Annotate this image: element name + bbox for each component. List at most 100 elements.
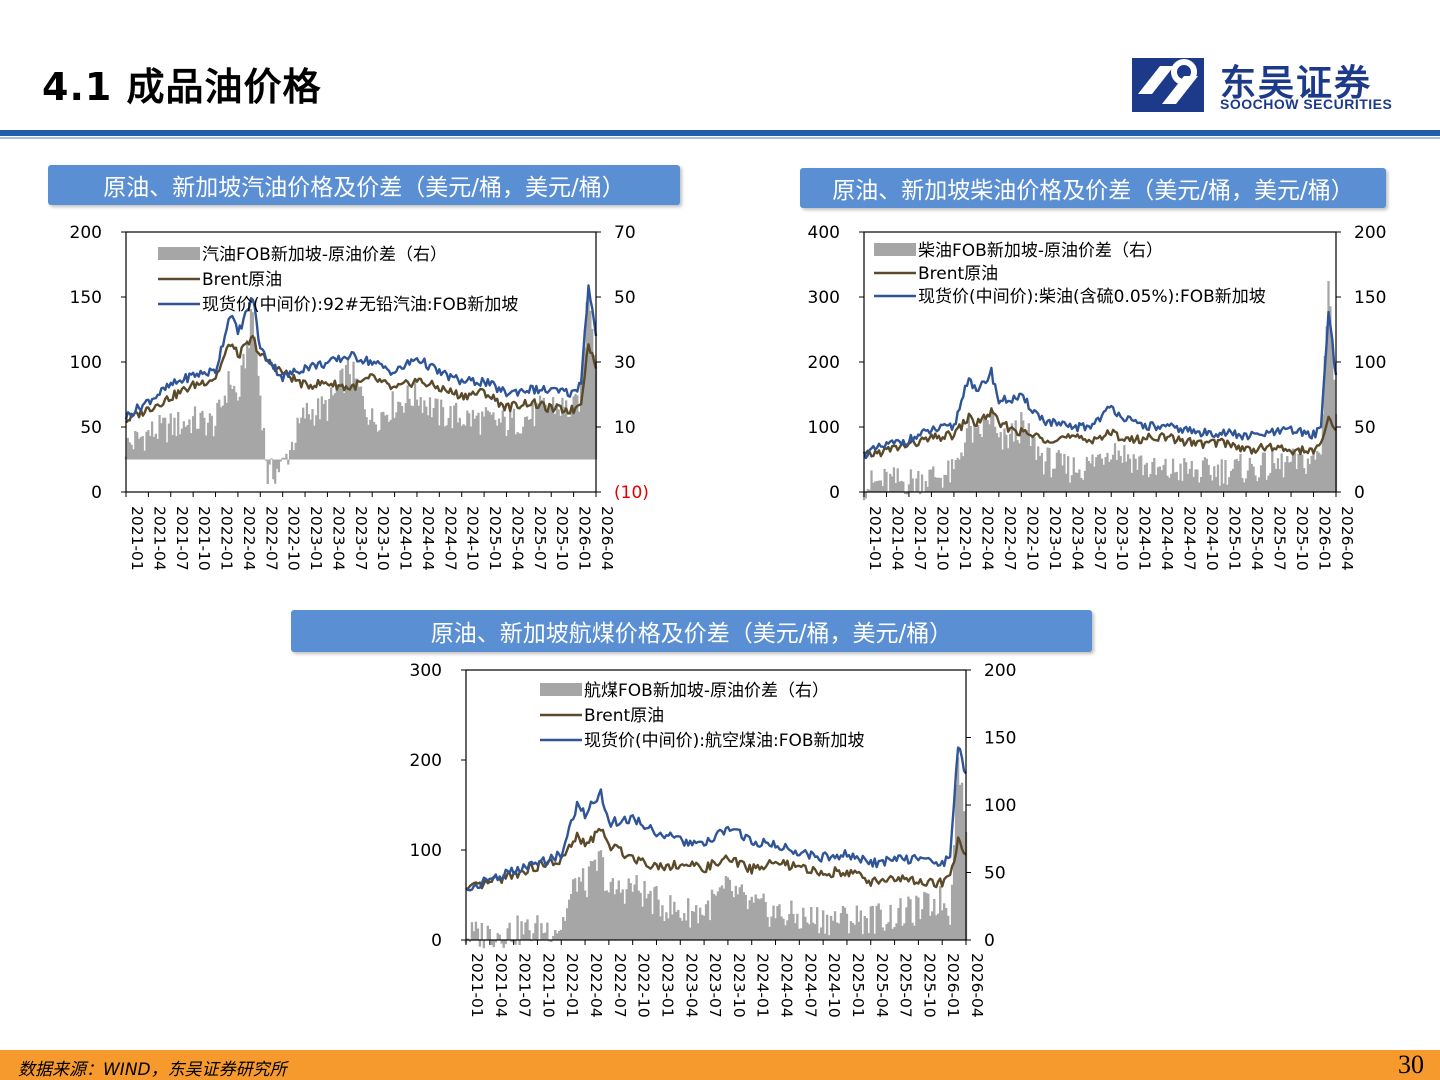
spread-bar — [1173, 472, 1177, 492]
spread-bar — [500, 940, 503, 944]
spread-bar — [466, 410, 469, 460]
spread-bar — [447, 417, 450, 460]
spread-bar — [270, 458, 273, 460]
spread-bar — [1226, 484, 1229, 492]
spread-bar — [909, 469, 912, 492]
x-tick-label: 2022-01 — [563, 953, 581, 1018]
x-tick-label: 2022-01 — [956, 506, 974, 571]
logo-chinese-name: 东吴证券 — [1220, 63, 1373, 104]
spread-bar — [251, 312, 254, 460]
spread-bar — [449, 406, 452, 460]
spread-bar — [506, 928, 509, 940]
spread-bar — [322, 403, 325, 460]
spread-bar — [657, 899, 660, 940]
spread-bar — [371, 408, 374, 460]
spread-bar — [1323, 356, 1326, 492]
spread-bar — [488, 928, 491, 940]
spread-bar — [1053, 468, 1057, 492]
spread-bar — [980, 437, 984, 492]
spread-bar — [1027, 423, 1030, 492]
spread-bar — [893, 927, 896, 940]
spread-bar — [385, 414, 389, 460]
spread-bar — [881, 927, 884, 940]
spread-bar — [568, 416, 572, 460]
spread-bar — [287, 459, 290, 465]
x-tick-label: 2021-10 — [195, 506, 213, 571]
spread-bar — [1031, 434, 1034, 492]
right-tick-label: 100 — [984, 796, 1016, 816]
spread-bar — [1010, 423, 1014, 492]
spread-bar — [934, 477, 937, 492]
spread-bar — [1143, 464, 1147, 492]
spread-bar — [451, 428, 454, 460]
spread-bar — [843, 907, 847, 940]
spread-bar — [216, 402, 219, 460]
spread-bar — [1082, 479, 1085, 492]
spread-bar — [1201, 460, 1205, 492]
x-tick-label: 2024-10 — [464, 506, 482, 571]
spread-bar — [776, 906, 779, 940]
legend-entry: 航煤FOB新加坡-原油价差（右） — [584, 681, 829, 701]
spread-bar — [341, 368, 344, 460]
spread-bar — [583, 890, 587, 940]
spread-bar — [1089, 463, 1092, 492]
spread-bar — [1005, 434, 1008, 492]
spread-bar — [603, 890, 607, 940]
x-tick-label: 2021-01 — [128, 506, 146, 571]
logo-mark-icon — [1132, 58, 1204, 112]
spread-bar — [367, 424, 370, 460]
spread-bar — [1203, 457, 1207, 492]
spread-bar — [482, 940, 486, 949]
spread-bar — [1198, 482, 1201, 492]
spread-bar — [1038, 455, 1042, 492]
spread-bar — [760, 898, 763, 940]
x-tick-label: 2023-10 — [730, 953, 748, 1018]
spread-bar — [655, 886, 658, 940]
spread-bar — [534, 923, 537, 940]
right-tick-label: 100 — [1354, 353, 1386, 373]
spread-bar — [669, 895, 672, 940]
spread-bar — [1160, 470, 1163, 492]
spread-bar — [469, 426, 473, 460]
spread-bar — [488, 412, 491, 460]
spread-bar — [537, 403, 540, 460]
spread-bar — [1155, 474, 1158, 492]
spread-bar — [208, 413, 212, 460]
spread-bar — [875, 481, 879, 492]
x-tick-label: 2023-04 — [329, 506, 347, 571]
spread-bar — [393, 417, 396, 460]
spread-bar — [962, 456, 965, 492]
spread-bar — [171, 434, 174, 460]
spread-bar — [964, 442, 967, 492]
spread-bar — [1188, 468, 1192, 492]
spread-bar — [410, 405, 413, 460]
spread-bar — [257, 375, 260, 460]
spread-bars — [464, 757, 968, 949]
spread-bar — [1110, 459, 1113, 492]
spread-bar — [281, 457, 284, 460]
spread-bar — [169, 413, 172, 460]
spread-bar — [885, 924, 888, 940]
spread-bar — [1128, 458, 1132, 492]
spread-bar — [540, 400, 544, 460]
spread-bar — [895, 923, 898, 940]
spread-bar — [986, 420, 989, 492]
spread-bar — [1102, 464, 1105, 492]
spread-bar — [583, 347, 586, 460]
spread-bar — [324, 399, 327, 460]
spread-bar — [1121, 462, 1124, 492]
x-tick-label: 2024-10 — [825, 953, 843, 1018]
x-tick-label: 2023-07 — [706, 953, 724, 1018]
spread-bar — [892, 467, 896, 492]
spread-bar — [1042, 474, 1045, 492]
spread-bar — [933, 898, 936, 940]
spread-bar — [607, 892, 611, 940]
spread-bar — [1213, 466, 1216, 492]
spread-bar — [653, 887, 656, 940]
spread-bar — [1113, 443, 1117, 492]
right-tick-label: 0 — [1354, 483, 1365, 503]
spread-bar — [134, 430, 137, 460]
spread-bar — [937, 477, 941, 492]
x-tick-label: 2021-01 — [866, 506, 884, 571]
spread-bar — [158, 415, 161, 460]
